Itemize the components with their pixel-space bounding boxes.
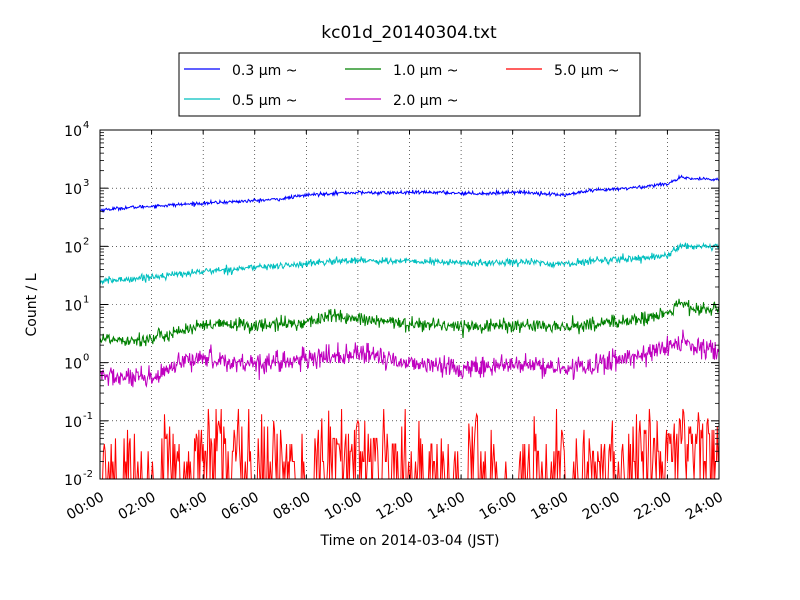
- y-tick-label: 10: [64, 415, 82, 431]
- y-tick-label: 10: [64, 357, 82, 373]
- y-tick-label: 10: [64, 299, 82, 315]
- legend-label-2: 0.5 μm ~: [232, 93, 297, 109]
- plot-background: [100, 130, 719, 479]
- series-line-3: [100, 298, 719, 347]
- y-tick-label: 10: [64, 124, 82, 140]
- y-tick-exponent: 3: [83, 178, 89, 189]
- y-tick-label: 10: [64, 182, 82, 198]
- y-tick-base: 10: [64, 299, 82, 315]
- y-tick-base: 10: [64, 124, 82, 140]
- y-tick-exponent: 4: [83, 120, 89, 131]
- y-tick-base: 10: [64, 240, 82, 256]
- y-tick-exponent: 0: [83, 353, 89, 364]
- y-tick-base: 10: [64, 357, 82, 373]
- chart-title: kc01d_20140304.txt: [321, 23, 497, 43]
- series-line-4: [100, 329, 719, 388]
- legend-box: [178, 52, 641, 117]
- plot-area: 00:00 02:00 04:00 06:00 08:00 10:00 12:00 14:00…: [64, 120, 726, 523]
- series-line-2: [100, 242, 719, 286]
- series-line-5: [100, 408, 719, 479]
- legend-label-1: 0.3 μm ~: [232, 63, 297, 79]
- y-tick-base: 10: [64, 415, 82, 431]
- y-tick-exponent: 1: [83, 295, 89, 306]
- legend-label-5: 5.0 μm ~: [554, 63, 619, 79]
- y-tick-exponent: -2: [83, 469, 93, 480]
- y-tick-label: 10: [64, 240, 82, 256]
- y-axis-label: Count / L: [24, 273, 40, 336]
- y-tick-label: 10: [64, 473, 82, 489]
- legend-label-4: 2.0 μm ~: [393, 93, 458, 109]
- x-axis-label: Time on 2014-03-04 (JST): [320, 533, 500, 549]
- legend: 0.3 μm ~ 0.5 μm ~ 1.0 μm ~ 2.0 μm ~ 5.0 μm ~: [178, 52, 641, 117]
- y-tick-exponent: 2: [83, 236, 89, 247]
- series-line-1: [100, 174, 719, 214]
- y-tick-exponent: -1: [83, 411, 93, 422]
- y-tick-base: 10: [64, 473, 82, 489]
- legend-label-3: 1.0 μm ~: [393, 63, 458, 79]
- y-tick-base: 10: [64, 182, 82, 198]
